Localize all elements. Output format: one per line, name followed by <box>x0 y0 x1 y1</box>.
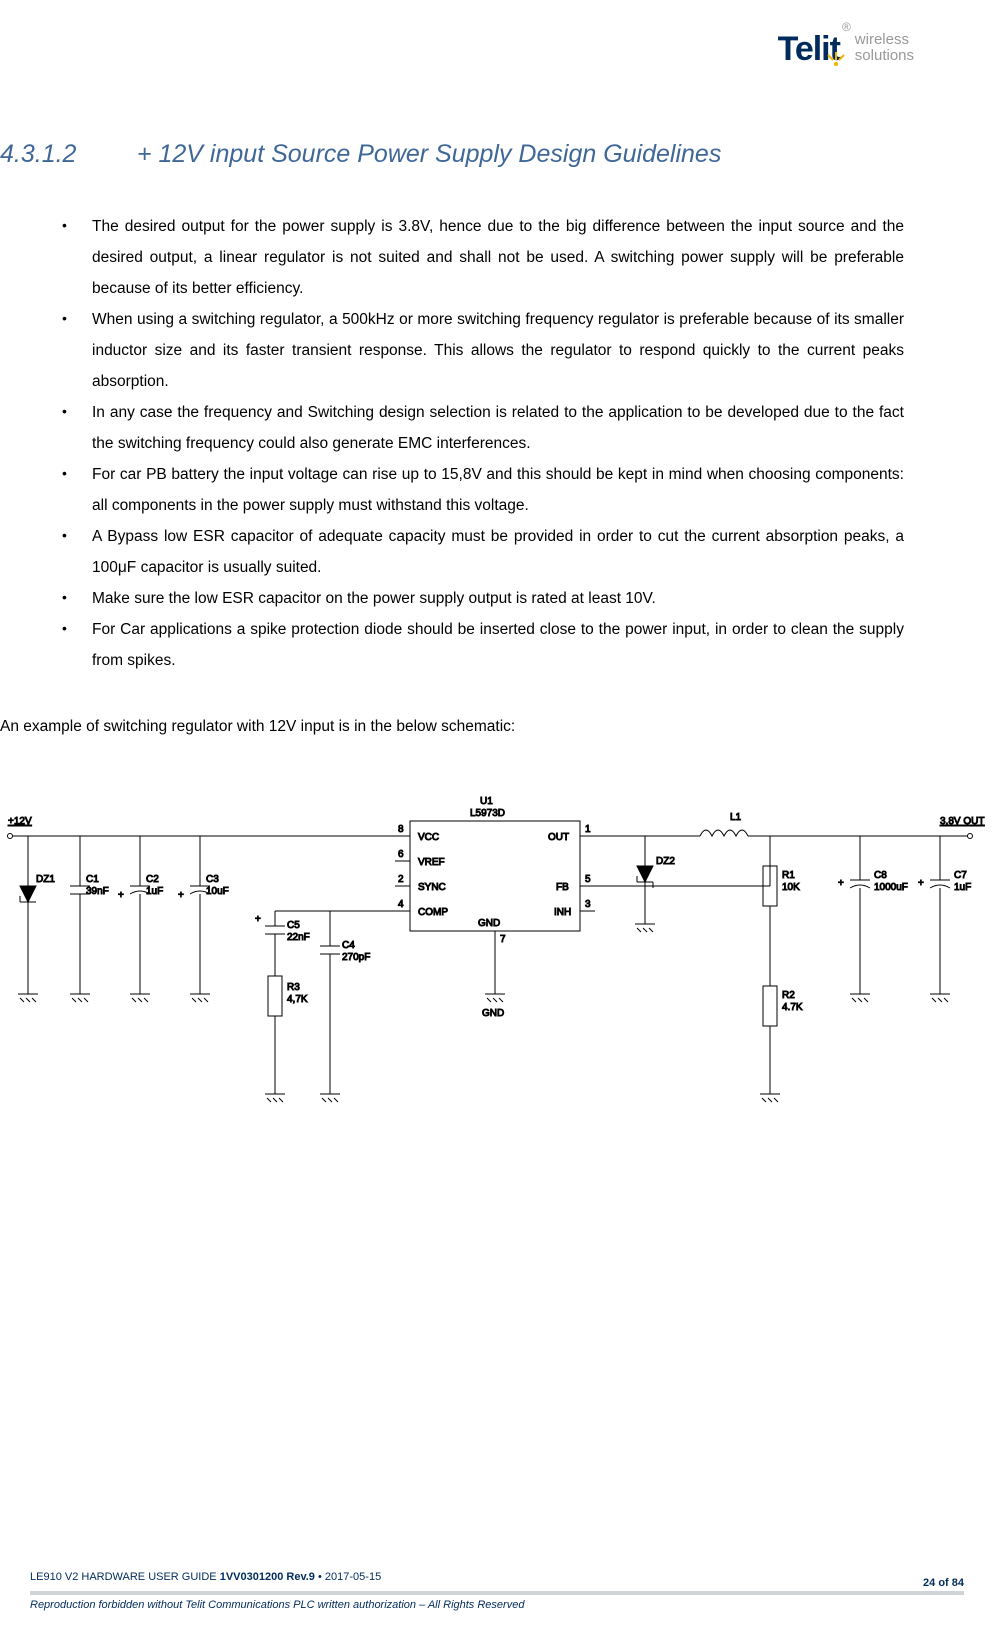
footer-page: 24 of 84 <box>923 1577 964 1589</box>
list-item: When using a switching regulator, a 500k… <box>62 304 934 397</box>
svg-text:1uF: 1uF <box>954 882 971 893</box>
logo-registered: ® <box>842 20 851 34</box>
footer-notice: Reproduction forbidden without Telit Com… <box>30 1599 964 1611</box>
brand-logo: Telit ® wireless solutions <box>778 30 914 69</box>
ground-icon <box>265 1086 285 1102</box>
svg-text:VCC: VCC <box>418 832 439 843</box>
svg-text:4.7K: 4.7K <box>782 1002 803 1013</box>
svg-text:8: 8 <box>398 824 404 835</box>
comp-ref: C1 <box>86 874 99 885</box>
svg-text:+: + <box>178 890 184 901</box>
svg-text:C7: C7 <box>954 870 967 881</box>
heading-number: 4.3.1.2 <box>0 140 130 169</box>
list-item: In any case the frequency and Switching … <box>62 397 934 459</box>
heading-title: + 12V input Source Power Supply Design G… <box>137 140 721 168</box>
section-heading: 4.3.1.2 + 12V input Source Power Supply … <box>0 140 934 169</box>
svg-text:+: + <box>838 878 844 889</box>
svg-text:+: + <box>255 914 261 925</box>
svg-text:SYNC: SYNC <box>418 882 446 893</box>
svg-text:5: 5 <box>585 874 591 885</box>
comp-val: 39nF <box>86 886 109 897</box>
svg-text:OUT: OUT <box>548 832 569 843</box>
comp-val: 10uF <box>206 886 229 897</box>
input-label: +12V <box>8 816 32 827</box>
logo-sub2: solutions <box>855 48 914 64</box>
ground-icon <box>485 986 505 1002</box>
content: 4.3.1.2 + 12V input Source Power Supply … <box>0 140 934 1146</box>
svg-text:C4: C4 <box>342 940 355 951</box>
svg-text:2: 2 <box>398 874 404 885</box>
ground-icon <box>70 986 90 1002</box>
ground-icon <box>130 986 150 1002</box>
footer-date: 2017-05-15 <box>325 1571 381 1583</box>
comp-ref: C3 <box>206 874 219 885</box>
svg-text:COMP: COMP <box>418 907 448 918</box>
comp-ref: DZ1 <box>36 874 55 885</box>
svg-text:3: 3 <box>585 899 591 910</box>
svg-text:R2: R2 <box>782 990 795 1001</box>
ic-ref: U1 <box>480 796 493 807</box>
ground-icon <box>320 1086 340 1102</box>
comp-val: 1uF <box>146 886 163 897</box>
svg-text:+: + <box>918 878 924 889</box>
ground-icon <box>850 986 870 1002</box>
svg-text:4,7K: 4,7K <box>287 994 308 1005</box>
list-item: For car PB battery the input voltage can… <box>62 459 934 521</box>
list-item: For Car applications a spike protection … <box>62 614 934 676</box>
list-item: The desired output for the power supply … <box>62 211 934 304</box>
footer-doc: LE910 V2 HARDWARE USER GUIDE <box>30 1571 217 1583</box>
svg-text:10K: 10K <box>782 882 800 893</box>
ground-icon <box>190 986 210 1002</box>
page-footer: LE910 V2 HARDWARE USER GUIDE 1VV0301200 … <box>0 1567 994 1611</box>
comp-ref: C2 <box>146 874 159 885</box>
svg-text:270pF: 270pF <box>342 952 370 963</box>
footer-rev: 1VV0301200 Rev.9 <box>220 1571 315 1583</box>
svg-text:L1: L1 <box>730 812 742 823</box>
svg-text:INH: INH <box>554 907 571 918</box>
output-label: 3.8V OUT <box>940 816 984 827</box>
svg-text:C8: C8 <box>874 870 887 881</box>
svg-text:4: 4 <box>398 899 404 910</box>
paragraph: An example of switching regulator with 1… <box>0 718 934 736</box>
list-item: Make sure the low ESR capacitor on the p… <box>62 583 934 614</box>
logo-beam-icon <box>826 52 846 77</box>
svg-text:GND: GND <box>482 1008 504 1019</box>
logo-sub1: wireless <box>855 32 914 48</box>
logo-subtitle: wireless solutions <box>855 32 914 64</box>
schematic-diagram: +12V DZ1 C1 39nF <box>0 786 994 1146</box>
svg-text:R1: R1 <box>782 870 795 881</box>
svg-text:GND: GND <box>478 918 500 929</box>
svg-text:R3: R3 <box>287 982 300 993</box>
ground-icon <box>930 986 950 1002</box>
svg-text:1000uF: 1000uF <box>874 882 908 893</box>
svg-text:DZ2: DZ2 <box>656 856 675 867</box>
footer-bullet: • <box>318 1571 322 1583</box>
svg-text:VREF: VREF <box>418 857 445 868</box>
svg-text:C5: C5 <box>287 920 300 931</box>
ground-icon <box>635 916 655 932</box>
svg-text:7: 7 <box>500 934 506 945</box>
footer-rule <box>30 1591 964 1595</box>
svg-text:22nF: 22nF <box>287 932 310 943</box>
svg-text:6: 6 <box>398 849 404 860</box>
svg-text:FB: FB <box>556 882 569 893</box>
footer-doc-info: LE910 V2 HARDWARE USER GUIDE 1VV0301200 … <box>30 1571 381 1583</box>
svg-text:+: + <box>118 890 124 901</box>
bullet-list: The desired output for the power supply … <box>0 211 934 676</box>
ground-icon <box>760 1086 780 1102</box>
list-item: A Bypass low ESR capacitor of adequate c… <box>62 521 934 583</box>
ic-part: L5973D <box>470 808 505 819</box>
page: Telit ® wireless solutions 4.3.1.2 + 12V… <box>0 0 994 1641</box>
svg-text:1: 1 <box>585 824 591 835</box>
ground-icon <box>18 986 38 1002</box>
